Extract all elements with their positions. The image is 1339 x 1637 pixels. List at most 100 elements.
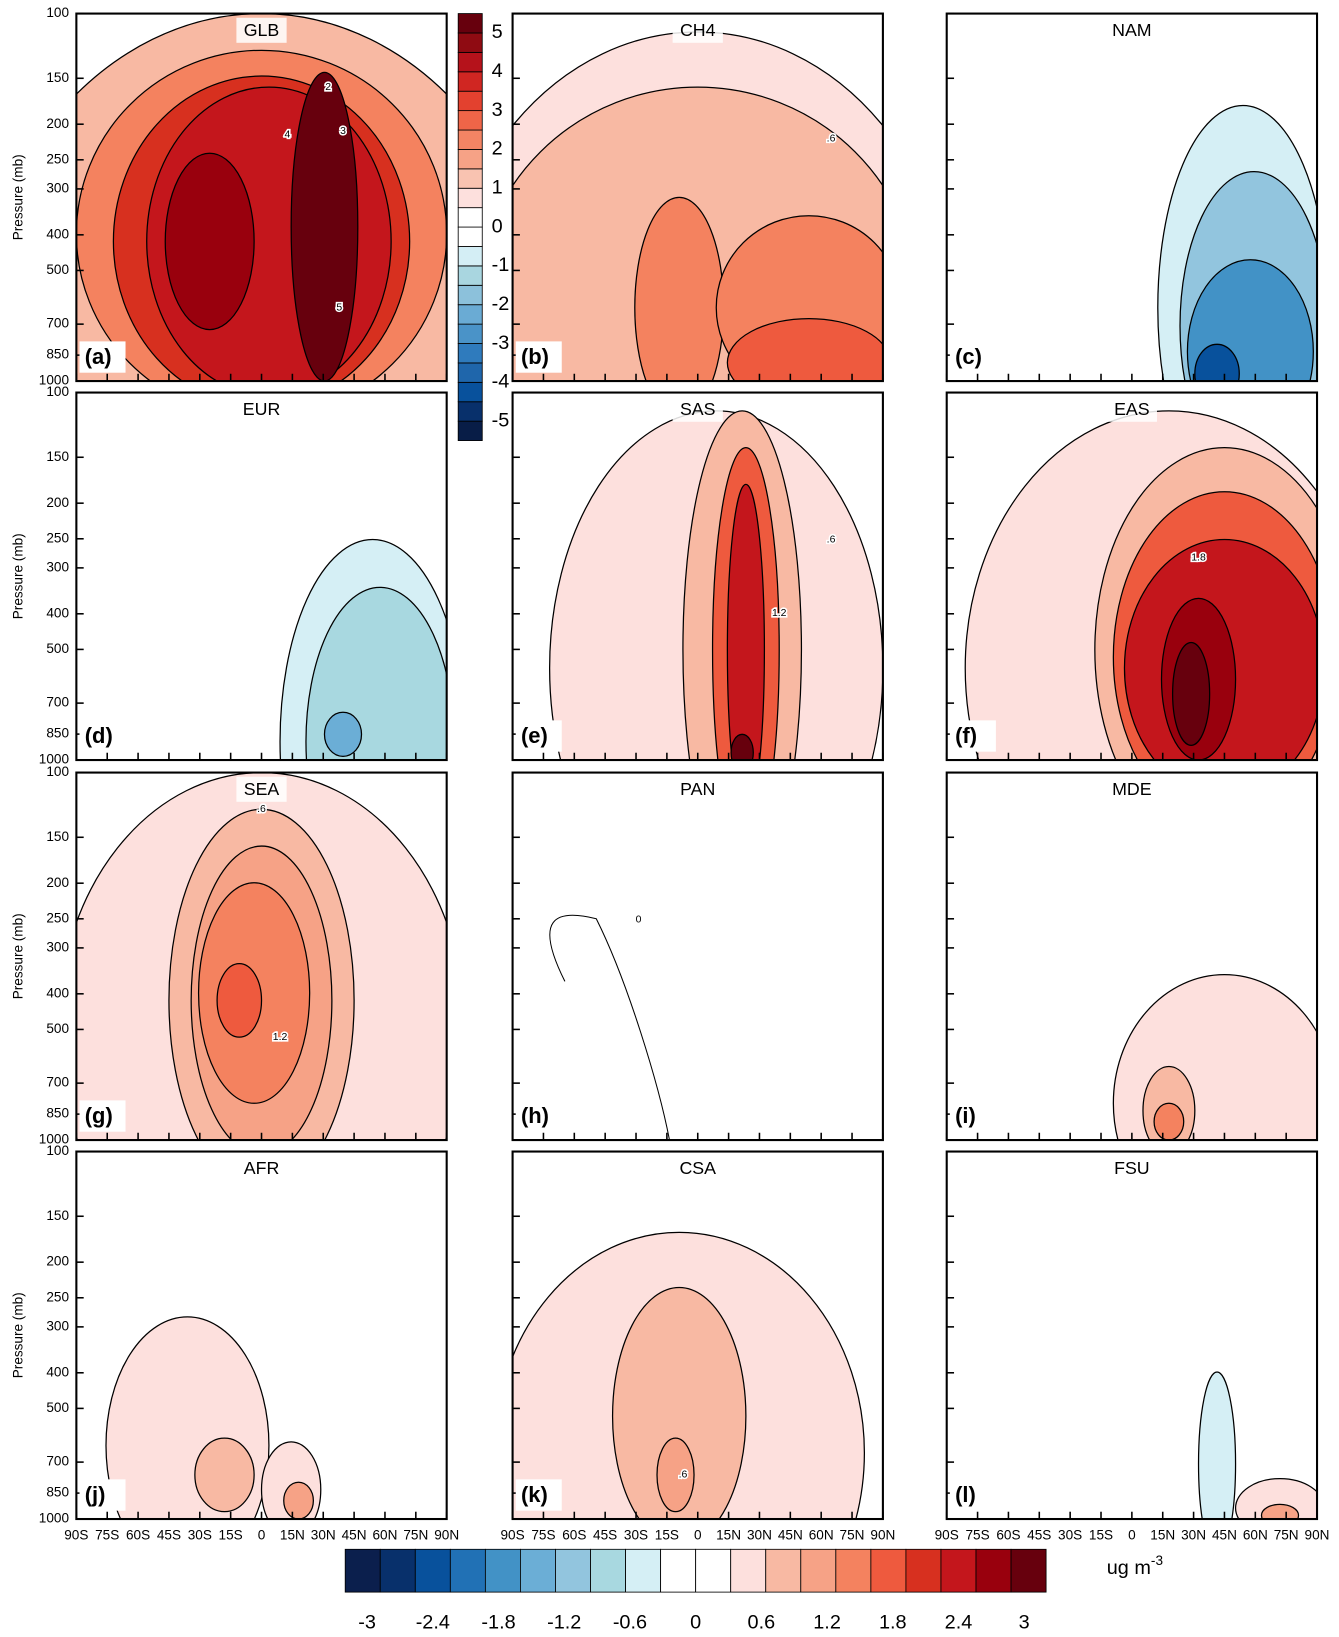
contour-field <box>512 31 883 382</box>
y-tick-label: 100 <box>46 5 69 20</box>
y-tick-label: 500 <box>46 1021 69 1036</box>
panel-title: NAM <box>1112 20 1151 40</box>
x-tick-label: 90S <box>500 1527 524 1542</box>
x-tick-label: 15S <box>655 1527 679 1542</box>
x-tick-label: 60S <box>126 1527 150 1542</box>
x-tick-label: 45N <box>1212 1527 1237 1542</box>
panel-label: (j) <box>85 1482 106 1507</box>
colorbar-box <box>484 1548 521 1593</box>
panel-title: FSU <box>1114 1158 1150 1178</box>
colorbar-box <box>800 1548 837 1593</box>
y-tick-label: 300 <box>46 181 69 196</box>
colorbar-tick-label: -1 <box>492 254 510 276</box>
contour-field <box>964 410 1318 761</box>
y-tick-label: 1000 <box>39 373 70 388</box>
colorbar-box <box>457 343 483 364</box>
contour-region <box>611 1286 747 1520</box>
y-tick-label: 400 <box>46 605 69 620</box>
label-bg <box>949 720 996 752</box>
y-axis-label: Pressure (mb) <box>10 154 25 240</box>
y-tick-label: 250 <box>46 530 69 545</box>
colorbar-tick-label: -0.6 <box>613 1612 647 1634</box>
title-bg <box>1106 17 1157 43</box>
y-tick-label: 150 <box>46 70 69 85</box>
colorbar-box <box>457 284 483 306</box>
colorbar-box <box>555 1548 591 1593</box>
contour-label: 4 <box>285 130 291 141</box>
y-axis-label: Pressure (mb) <box>10 913 25 999</box>
colorbar-box <box>457 265 483 286</box>
contour-field <box>1157 104 1318 382</box>
label-bg <box>515 1479 562 1511</box>
y-tick-label: 500 <box>46 641 69 656</box>
contour-field <box>1197 1371 1318 1520</box>
x-tick-label: 60S <box>562 1527 586 1542</box>
contour-field <box>549 410 883 761</box>
contour-field <box>105 1316 322 1520</box>
colorbar-box <box>457 207 483 228</box>
y-tick-label: 100 <box>46 384 69 399</box>
colorbar-box <box>457 226 483 247</box>
y-tick-label: 200 <box>46 875 69 890</box>
colorbar-box <box>457 168 483 189</box>
colorbar-box <box>414 1548 451 1593</box>
x-tick-label: 90S <box>64 1527 88 1542</box>
colorbar-box <box>940 1548 977 1593</box>
x-tick-label: 45S <box>593 1527 617 1542</box>
colorbar-unit: ug m-3 <box>1107 1552 1163 1579</box>
label-bg <box>515 341 562 373</box>
panel-label: (g) <box>85 1103 113 1128</box>
y-tick-label: 500 <box>46 262 69 277</box>
colorbar-box <box>590 1548 626 1593</box>
y-tick-label: 400 <box>46 226 69 241</box>
y-tick-label: 700 <box>46 316 69 331</box>
title-bg <box>236 1155 287 1181</box>
x-tick-label: 45S <box>1027 1527 1051 1542</box>
contour-label: .6 <box>827 133 836 144</box>
title-bg <box>1106 776 1157 802</box>
contour-label: .6 <box>257 804 266 815</box>
colorbar-box <box>457 420 483 441</box>
x-tick-label: 15N <box>1150 1527 1175 1542</box>
y-tick-label: 300 <box>46 940 69 955</box>
panel-label: (a) <box>85 344 112 369</box>
contour-field <box>512 1231 865 1520</box>
title-bg <box>672 776 723 802</box>
label-bg <box>79 341 126 373</box>
contour-region <box>726 317 883 382</box>
colorbar-box <box>660 1548 697 1593</box>
colorbar-box <box>449 1548 486 1593</box>
colorbar-box <box>457 71 483 92</box>
x-tick-label: 45N <box>342 1527 367 1542</box>
contour-region <box>164 152 255 331</box>
y-tick-label: 150 <box>46 1208 69 1223</box>
colorbar-tick-label: 3 <box>492 99 503 121</box>
y-tick-label: 700 <box>46 1075 69 1090</box>
contour-region <box>1194 343 1240 382</box>
x-tick-label: 30N <box>311 1527 336 1542</box>
contour-field <box>279 538 447 761</box>
x-tick-label: 60N <box>372 1527 397 1542</box>
x-tick-label: 45N <box>778 1527 803 1542</box>
panel-title: AFR <box>244 1158 280 1178</box>
x-tick-label: 60N <box>809 1527 834 1542</box>
contour-region <box>216 963 263 1038</box>
contour-region <box>1171 641 1211 746</box>
contour-region <box>1234 1477 1318 1520</box>
x-tick-label: 30S <box>1058 1527 1082 1542</box>
colorbar-tick-label: 1 <box>492 177 503 199</box>
panel-label: (l) <box>955 1482 976 1507</box>
title-bg <box>672 1155 723 1181</box>
contour-region <box>634 196 725 382</box>
colorbar-box <box>730 1548 767 1593</box>
y-tick-label: 850 <box>46 726 69 741</box>
panel-label: (h) <box>521 1103 549 1128</box>
x-tick-label: 90S <box>935 1527 959 1542</box>
label-bg <box>515 720 562 752</box>
x-tick-label: 0 <box>694 1527 702 1542</box>
contour-region <box>730 733 754 761</box>
colorbar-box <box>870 1548 907 1593</box>
colorbar-box <box>457 149 483 170</box>
colorbar-box <box>457 32 483 53</box>
contour-label: 1.8 <box>1191 553 1206 564</box>
